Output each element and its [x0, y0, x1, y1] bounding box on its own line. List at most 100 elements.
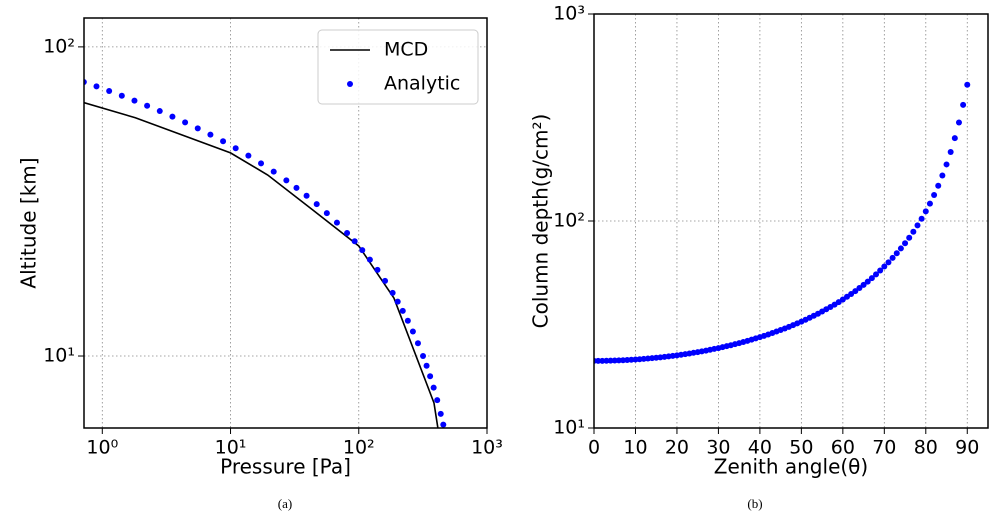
data-line [84, 101, 439, 428]
data-point [423, 362, 430, 369]
axes-frame [83, 17, 488, 429]
data-point [258, 160, 265, 167]
y-tick-label: 10³ [553, 3, 585, 25]
data-point [207, 131, 214, 138]
data-point [118, 92, 125, 99]
data-point [420, 353, 427, 360]
x-tick-label: 10¹ [215, 437, 247, 459]
data-point [877, 267, 884, 274]
data-point [220, 138, 227, 145]
data-point [885, 259, 892, 266]
data-point [169, 113, 176, 120]
data-point [382, 277, 389, 284]
data-point [902, 240, 909, 247]
legend-label: Analytic [384, 73, 460, 95]
legend-label: MCD [384, 39, 428, 61]
y-tick-label: 10¹ [553, 417, 585, 439]
x-tick-label: 50 [789, 437, 813, 459]
data-point [144, 102, 151, 109]
x-axis-label: Pressure [Pa] [220, 455, 351, 479]
data-point [856, 285, 863, 292]
data-point [270, 168, 277, 175]
data-point [914, 222, 921, 229]
data-point [245, 152, 252, 159]
data-point [595, 357, 602, 364]
data-point [947, 149, 954, 156]
data-point [955, 119, 962, 126]
data-point [93, 83, 100, 90]
data-point [860, 281, 867, 288]
axes-frame [593, 13, 989, 429]
data-point [440, 421, 447, 428]
x-axis-label: Zenith angle(θ) [714, 455, 868, 479]
data-point [603, 357, 610, 364]
x-tick-label: 10³ [471, 437, 503, 459]
data-point [333, 219, 340, 226]
y-tick-label: 10² [553, 210, 585, 232]
data-point [599, 357, 606, 364]
data-point [910, 228, 917, 235]
data-point [194, 125, 201, 132]
x-tick-label: 80 [914, 437, 938, 459]
data-point [374, 266, 381, 273]
data-point [106, 87, 113, 94]
caption: (b) [747, 496, 762, 511]
data-point [156, 108, 163, 115]
y-axis-label: Altitude [km] [17, 157, 41, 288]
data-point [868, 275, 875, 282]
data-point [935, 182, 942, 189]
data-point [893, 250, 900, 257]
plot-area [84, 78, 447, 428]
x-tick-label: 10² [343, 437, 375, 459]
data-point [906, 234, 913, 241]
x-tick-label: 40 [748, 437, 772, 459]
data-point [131, 97, 138, 104]
data-point [881, 263, 888, 270]
data-point [427, 373, 434, 380]
data-point [960, 101, 967, 108]
data-point [943, 161, 950, 168]
x-tick-label: 20 [665, 437, 689, 459]
data-point [922, 208, 929, 215]
x-tick-label: 60 [831, 437, 855, 459]
data-point [414, 340, 421, 347]
data-point [313, 201, 320, 208]
data-point [939, 172, 946, 179]
data-point [889, 254, 896, 261]
legend-marker [347, 81, 353, 87]
data-point [409, 328, 416, 335]
data-point [897, 245, 904, 252]
data-point [303, 192, 310, 199]
y-tick-label: 10² [43, 35, 75, 57]
data-point [852, 288, 859, 295]
x-tick-label: 90 [955, 437, 979, 459]
x-tick-label: 0 [588, 437, 600, 459]
x-tick-label: 30 [706, 437, 730, 459]
data-point [873, 271, 880, 278]
data-point [926, 200, 933, 207]
data-point [434, 397, 441, 404]
x-tick-label: 10 [623, 437, 647, 459]
data-point [918, 215, 925, 222]
y-tick-label: 10¹ [43, 345, 75, 367]
data-point [344, 230, 351, 237]
data-point [283, 177, 290, 184]
plot-area [594, 81, 971, 364]
y-axis-label: Column depth(g/cm²) [529, 114, 553, 329]
data-point [399, 307, 406, 314]
data-point [931, 192, 938, 199]
data-point [389, 289, 396, 296]
data-point [404, 317, 411, 324]
data-point [864, 278, 871, 285]
data-point [359, 247, 366, 254]
legend-box [317, 29, 479, 105]
caption: (a) [278, 496, 292, 511]
data-point [293, 184, 300, 191]
data-point [437, 410, 444, 417]
data-point [964, 81, 971, 88]
data-point [232, 145, 239, 152]
data-point [182, 119, 189, 126]
data-point [394, 298, 401, 305]
data-point [430, 384, 437, 391]
